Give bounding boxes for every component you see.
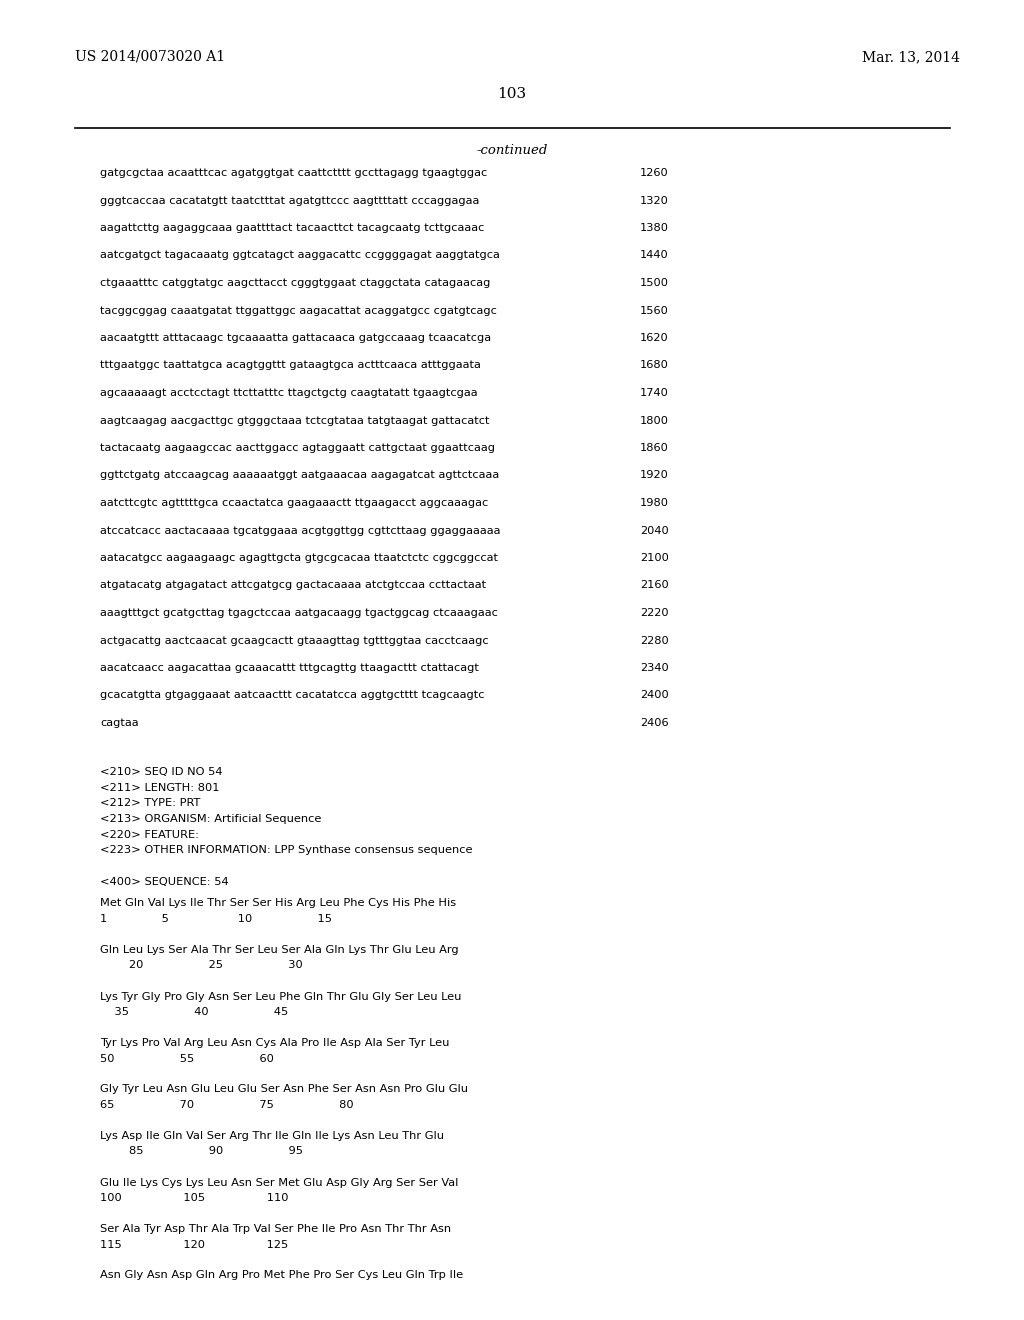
Text: agcaaaaagt acctcctagt ttcttatttc ttagctgctg caagtatatt tgaagtcgaa: agcaaaaagt acctcctagt ttcttatttc ttagctg…: [100, 388, 477, 399]
Text: 2100: 2100: [640, 553, 669, 564]
Text: 2220: 2220: [640, 609, 669, 618]
Text: atccatcacc aactacaaaa tgcatggaaa acgtggttgg cgttcttaag ggaggaaaaa: atccatcacc aactacaaaa tgcatggaaa acgtggt…: [100, 525, 501, 536]
Text: gggtcaccaa cacatatgtt taatctttat agatgttccc aagttttatt cccaggagaa: gggtcaccaa cacatatgtt taatctttat agatgtt…: [100, 195, 479, 206]
Text: 103: 103: [498, 87, 526, 102]
Text: Asn Gly Asn Asp Gln Arg Pro Met Phe Pro Ser Cys Leu Gln Trp Ile: Asn Gly Asn Asp Gln Arg Pro Met Phe Pro …: [100, 1270, 463, 1280]
Text: 1               5                   10                  15: 1 5 10 15: [100, 913, 332, 924]
Text: 1560: 1560: [640, 305, 669, 315]
Text: atgatacatg atgagatact attcgatgcg gactacaaaa atctgtccaa ccttactaat: atgatacatg atgagatact attcgatgcg gactaca…: [100, 581, 486, 590]
Text: <211> LENGTH: 801: <211> LENGTH: 801: [100, 783, 219, 793]
Text: 65                  70                  75                  80: 65 70 75 80: [100, 1100, 353, 1110]
Text: 1680: 1680: [640, 360, 669, 371]
Text: US 2014/0073020 A1: US 2014/0073020 A1: [75, 50, 225, 63]
Text: 2340: 2340: [640, 663, 669, 673]
Text: tttgaatggc taattatgca acagtggttt gataagtgca actttcaaca atttggaata: tttgaatggc taattatgca acagtggttt gataagt…: [100, 360, 481, 371]
Text: gcacatgtta gtgaggaaat aatcaacttt cacatatcca aggtgctttt tcagcaagtc: gcacatgtta gtgaggaaat aatcaacttt cacatat…: [100, 690, 484, 701]
Text: <213> ORGANISM: Artificial Sequence: <213> ORGANISM: Artificial Sequence: [100, 814, 322, 824]
Text: <210> SEQ ID NO 54: <210> SEQ ID NO 54: [100, 767, 222, 777]
Text: 2400: 2400: [640, 690, 669, 701]
Text: -continued: -continued: [476, 144, 548, 157]
Text: Mar. 13, 2014: Mar. 13, 2014: [862, 50, 961, 63]
Text: Met Gln Val Lys Ile Thr Ser Ser His Arg Leu Phe Cys His Phe His: Met Gln Val Lys Ile Thr Ser Ser His Arg …: [100, 899, 456, 908]
Text: Lys Tyr Gly Pro Gly Asn Ser Leu Phe Gln Thr Glu Gly Ser Leu Leu: Lys Tyr Gly Pro Gly Asn Ser Leu Phe Gln …: [100, 991, 462, 1002]
Text: aatcttcgtc agtttttgca ccaactatca gaagaaactt ttgaagacct aggcaaagac: aatcttcgtc agtttttgca ccaactatca gaagaaa…: [100, 498, 488, 508]
Text: tacggcggag caaatgatat ttggattggc aagacattat acaggatgcc cgatgtcagc: tacggcggag caaatgatat ttggattggc aagacat…: [100, 305, 497, 315]
Text: 1260: 1260: [640, 168, 669, 178]
Text: aatcgatgct tagacaaatg ggtcatagct aaggacattc ccggggagat aaggtatgca: aatcgatgct tagacaaatg ggtcatagct aaggaca…: [100, 251, 500, 260]
Text: aacatcaacc aagacattaa gcaaacattt tttgcagttg ttaagacttt ctattacagt: aacatcaacc aagacattaa gcaaacattt tttgcag…: [100, 663, 479, 673]
Text: Tyr Lys Pro Val Arg Leu Asn Cys Ala Pro Ile Asp Ala Ser Tyr Leu: Tyr Lys Pro Val Arg Leu Asn Cys Ala Pro …: [100, 1038, 450, 1048]
Text: actgacattg aactcaacat gcaagcactt gtaaagttag tgtttggtaa cacctcaagc: actgacattg aactcaacat gcaagcactt gtaaagt…: [100, 635, 488, 645]
Text: Glu Ile Lys Cys Lys Leu Asn Ser Met Glu Asp Gly Arg Ser Ser Val: Glu Ile Lys Cys Lys Leu Asn Ser Met Glu …: [100, 1177, 459, 1188]
Text: tactacaatg aagaagccac aacttggacc agtaggaatt cattgctaat ggaattcaag: tactacaatg aagaagccac aacttggacc agtagga…: [100, 444, 495, 453]
Text: 1620: 1620: [640, 333, 669, 343]
Text: <223> OTHER INFORMATION: LPP Synthase consensus sequence: <223> OTHER INFORMATION: LPP Synthase co…: [100, 845, 472, 855]
Text: 2406: 2406: [640, 718, 669, 729]
Text: Gly Tyr Leu Asn Glu Leu Glu Ser Asn Phe Ser Asn Asn Pro Glu Glu: Gly Tyr Leu Asn Glu Leu Glu Ser Asn Phe …: [100, 1085, 468, 1094]
Text: 1440: 1440: [640, 251, 669, 260]
Text: Ser Ala Tyr Asp Thr Ala Trp Val Ser Phe Ile Pro Asn Thr Thr Asn: Ser Ala Tyr Asp Thr Ala Trp Val Ser Phe …: [100, 1224, 452, 1234]
Text: 2160: 2160: [640, 581, 669, 590]
Text: Lys Asp Ile Gln Val Ser Arg Thr Ile Gln Ile Lys Asn Leu Thr Glu: Lys Asp Ile Gln Val Ser Arg Thr Ile Gln …: [100, 1131, 444, 1140]
Text: aagattcttg aagaggcaaa gaattttact tacaacttct tacagcaatg tcttgcaaac: aagattcttg aagaggcaaa gaattttact tacaact…: [100, 223, 484, 234]
Text: 1800: 1800: [640, 416, 669, 425]
Text: ggttctgatg atccaagcag aaaaaatggt aatgaaacaa aagagatcat agttctcaaa: ggttctgatg atccaagcag aaaaaatggt aatgaaa…: [100, 470, 500, 480]
Text: 1500: 1500: [640, 279, 669, 288]
Text: 1740: 1740: [640, 388, 669, 399]
Text: 1380: 1380: [640, 223, 669, 234]
Text: <400> SEQUENCE: 54: <400> SEQUENCE: 54: [100, 876, 228, 887]
Text: 1980: 1980: [640, 498, 669, 508]
Text: <220> FEATURE:: <220> FEATURE:: [100, 829, 199, 840]
Text: aacaatgttt atttacaagc tgcaaaatta gattacaaca gatgccaaag tcaacatcga: aacaatgttt atttacaagc tgcaaaatta gattaca…: [100, 333, 492, 343]
Text: 85                  90                  95: 85 90 95: [100, 1147, 303, 1156]
Text: aatacatgcc aagaagaagc agagttgcta gtgcgcacaa ttaatctctc cggcggccat: aatacatgcc aagaagaagc agagttgcta gtgcgca…: [100, 553, 498, 564]
Text: 2040: 2040: [640, 525, 669, 536]
Text: Gln Leu Lys Ser Ala Thr Ser Leu Ser Ala Gln Lys Thr Glu Leu Arg: Gln Leu Lys Ser Ala Thr Ser Leu Ser Ala …: [100, 945, 459, 954]
Text: 50                  55                  60: 50 55 60: [100, 1053, 273, 1064]
Text: ctgaaatttc catggtatgc aagcttacct cgggtggaat ctaggctata catagaacag: ctgaaatttc catggtatgc aagcttacct cgggtgg…: [100, 279, 490, 288]
Text: 1320: 1320: [640, 195, 669, 206]
Text: aaagtttgct gcatgcttag tgagctccaa aatgacaagg tgactggcag ctcaaagaac: aaagtttgct gcatgcttag tgagctccaa aatgaca…: [100, 609, 498, 618]
Text: aagtcaagag aacgacttgc gtgggctaaa tctcgtataa tatgtaagat gattacatct: aagtcaagag aacgacttgc gtgggctaaa tctcgta…: [100, 416, 489, 425]
Text: 35                  40                  45: 35 40 45: [100, 1007, 288, 1016]
Text: 1920: 1920: [640, 470, 669, 480]
Text: cagtaa: cagtaa: [100, 718, 138, 729]
Text: gatgcgctaa acaatttcac agatggtgat caattctttt gccttagagg tgaagtggac: gatgcgctaa acaatttcac agatggtgat caattct…: [100, 168, 487, 178]
Text: 20                  25                  30: 20 25 30: [100, 961, 303, 970]
Text: <212> TYPE: PRT: <212> TYPE: PRT: [100, 799, 201, 808]
Text: 1860: 1860: [640, 444, 669, 453]
Text: 100                 105                 110: 100 105 110: [100, 1193, 289, 1203]
Text: 2280: 2280: [640, 635, 669, 645]
Text: 115                 120                 125: 115 120 125: [100, 1239, 288, 1250]
